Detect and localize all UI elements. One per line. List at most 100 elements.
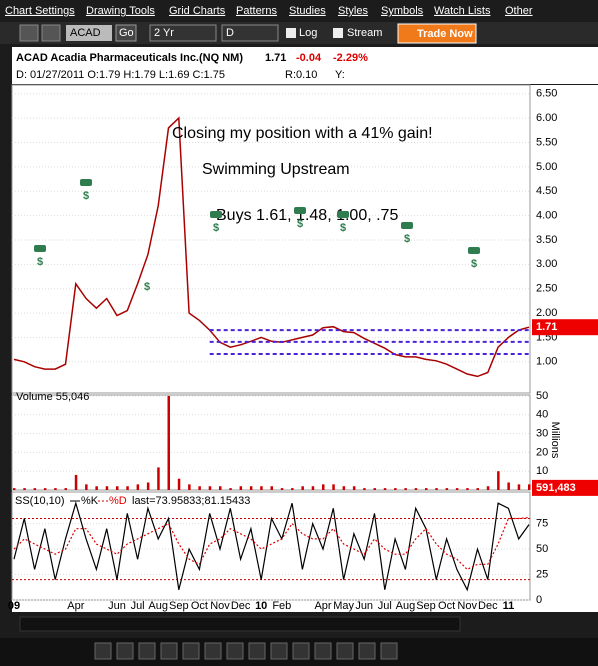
phone-icon xyxy=(210,211,222,218)
panel-frame xyxy=(11,84,531,394)
stoch-title: SS(10,10) xyxy=(15,495,65,507)
tool-icon[interactable] xyxy=(116,642,134,660)
y-tick-label: 30 xyxy=(536,427,548,439)
symbol: ACAD xyxy=(70,27,101,39)
last-price: 1.71 xyxy=(536,321,557,333)
y-tick-label: 50 xyxy=(536,543,548,555)
volume-title: Volume 55,046 xyxy=(16,391,89,403)
menu-item[interactable]: Watch Lists xyxy=(434,5,491,17)
event-marker: $ xyxy=(144,281,150,293)
log-checkbox[interactable] xyxy=(286,28,296,38)
tool-icon[interactable] xyxy=(94,642,112,660)
x-tick-label: Jul xyxy=(131,600,145,612)
menu-item[interactable]: Styles xyxy=(338,5,368,17)
volume-bar xyxy=(219,486,222,490)
header xyxy=(12,47,598,84)
stoch-last: last=73.95833;81.15433 xyxy=(132,495,250,507)
x-tick-label: Nov xyxy=(210,600,230,612)
volume-bar xyxy=(74,474,78,490)
x-tick-label: Sep xyxy=(169,600,189,612)
menu-item[interactable]: Drawing Tools xyxy=(86,5,155,17)
tool-icon[interactable] xyxy=(138,642,156,660)
y-tick-label: 3.50 xyxy=(536,234,557,246)
event-marker: $ xyxy=(404,233,410,245)
volume-bar xyxy=(497,471,500,490)
phone-icon xyxy=(294,207,306,214)
tool-icon[interactable] xyxy=(182,642,200,660)
go-button[interactable] xyxy=(115,24,137,42)
tool-icon[interactable] xyxy=(380,642,398,660)
x-tick-label: Dec xyxy=(231,600,251,612)
y-tick-label: 2.00 xyxy=(536,307,557,319)
forward-button[interactable] xyxy=(41,24,61,42)
volume-bar xyxy=(43,488,47,490)
back-button[interactable] xyxy=(19,24,39,42)
volume-bar xyxy=(394,488,397,490)
tool-icon[interactable] xyxy=(226,642,244,660)
interval-select[interactable] xyxy=(221,24,279,42)
period-select[interactable] xyxy=(149,24,217,42)
security-name: ACAD Acadia Pharmaceuticals Inc.(NQ NM) xyxy=(16,52,243,64)
y-tick-label: 10 xyxy=(536,465,548,477)
volume-bar xyxy=(249,486,253,490)
menu-item[interactable]: Other xyxy=(505,5,533,17)
symbol-input[interactable] xyxy=(66,25,112,41)
event-marker: $ xyxy=(471,258,477,270)
stream-checkbox[interactable] xyxy=(333,28,343,38)
tool-icon[interactable] xyxy=(336,642,354,660)
volume-bar xyxy=(146,482,150,490)
tool-icon[interactable] xyxy=(358,642,376,660)
volume-bar xyxy=(188,484,191,490)
volume-bar xyxy=(352,486,356,490)
menu-item[interactable]: Symbols xyxy=(381,5,424,17)
volume-bar xyxy=(239,486,243,490)
trade-button[interactable] xyxy=(397,23,477,44)
phone-icon xyxy=(337,211,349,218)
volume-bar xyxy=(363,488,366,490)
annotation: Closing my position with a 41% gain! xyxy=(172,125,433,142)
chart-area xyxy=(12,85,598,612)
tool-icon[interactable] xyxy=(270,642,288,660)
tool-icon[interactable] xyxy=(160,642,178,660)
phone-icon xyxy=(80,179,92,186)
annotation: Buys 1.61, 1.48, 1.00, .75 xyxy=(216,207,398,224)
volume-bar xyxy=(311,486,315,490)
stoch-line xyxy=(13,516,530,571)
volume-bar xyxy=(486,486,490,490)
tool-icon[interactable] xyxy=(292,642,310,660)
volume-bar xyxy=(126,486,129,490)
y-tick-label: 4.00 xyxy=(536,210,557,222)
volume-bar xyxy=(33,488,37,490)
y-tick-label: 2.50 xyxy=(536,283,557,295)
volume-bar xyxy=(136,484,140,490)
x-tick-label: Jun xyxy=(108,600,126,612)
x-tick-label: Dec xyxy=(478,600,498,612)
y-tick-label: 5.00 xyxy=(536,161,557,173)
range: R:0.10 xyxy=(285,69,317,81)
menu-item[interactable]: Patterns xyxy=(236,5,277,17)
x-tick-label: Sep xyxy=(416,600,436,612)
menu-item[interactable]: Grid Charts xyxy=(169,5,226,17)
annotation: Swimming Upstream xyxy=(202,161,350,178)
volume-axis-label: Millions xyxy=(549,422,561,459)
y-tick-label: 4.50 xyxy=(536,185,557,197)
price-line xyxy=(13,116,530,378)
period: 2 Yr xyxy=(154,27,174,39)
y-tick-label: 3.00 xyxy=(536,258,557,270)
tool-icon[interactable] xyxy=(314,642,332,660)
event-marker: $ xyxy=(297,218,303,230)
x-tick-label: Apr xyxy=(314,600,331,612)
y-tick-label: 0 xyxy=(536,594,542,606)
menu-item[interactable]: Studies xyxy=(289,5,326,17)
y-tick-label: 1.00 xyxy=(536,356,557,368)
y-tick-label: 75 xyxy=(536,517,548,529)
tool-icon[interactable] xyxy=(204,642,222,660)
log-label: Log xyxy=(299,27,317,39)
phone-icon xyxy=(468,247,480,254)
menu-item[interactable]: Chart Settings xyxy=(5,5,75,17)
x-tick-label: 09 xyxy=(8,600,20,612)
y-tick-label: 25 xyxy=(536,568,548,580)
tool-icon[interactable] xyxy=(248,642,266,660)
volume-bar xyxy=(208,486,212,490)
